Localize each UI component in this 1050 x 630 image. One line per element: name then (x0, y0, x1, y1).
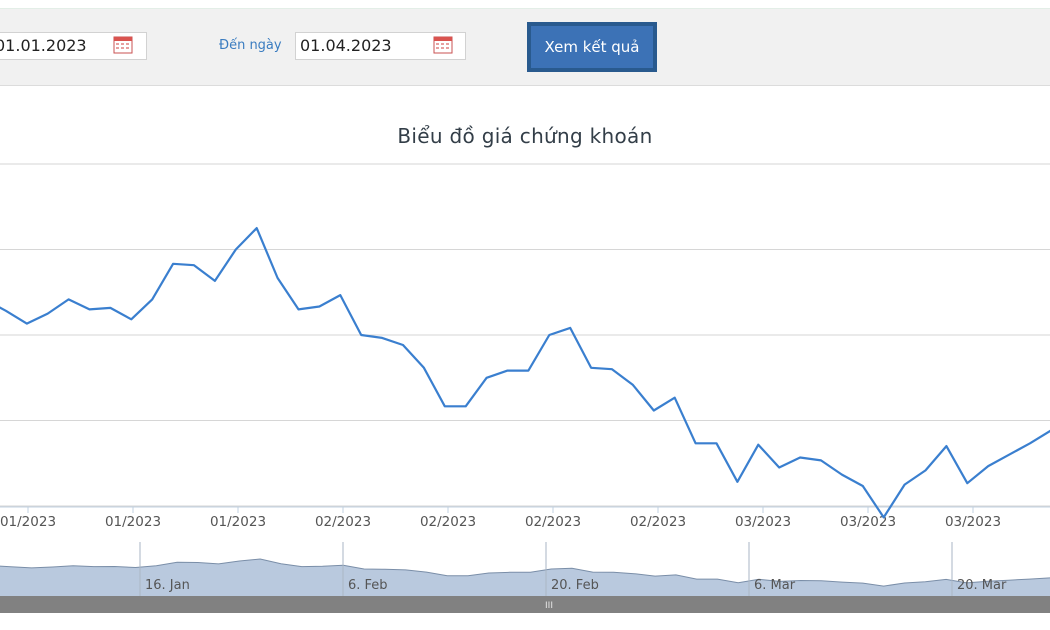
scrollbar-grip[interactable]: III (545, 601, 553, 611)
x-tick-label: 02/2023 (315, 514, 371, 530)
navigator-label: 6. Feb (348, 578, 388, 593)
to-date-value: 01.04.2023 (300, 36, 392, 55)
calendar-icon[interactable] (433, 36, 453, 54)
x-tick-label: 03/2023 (945, 514, 1001, 530)
view-results-label: Xem kết quả (531, 26, 653, 68)
navigator-label: 16. Jan (145, 578, 190, 593)
x-tick-label: 02/2023 (630, 514, 686, 530)
x-tick-label: 01/2023 (210, 514, 266, 530)
x-tick-label: 03/2023 (735, 514, 791, 530)
navigator-scrollbar[interactable] (0, 596, 1050, 613)
view-results-button[interactable]: Xem kết quả (527, 22, 657, 72)
x-tick-label: 01/2023 (0, 514, 56, 530)
x-tick-label: 02/2023 (420, 514, 476, 530)
x-tick-label: 03/2023 (840, 514, 896, 530)
filter-toolbar: 01.01.2023 Đến ngày 01.04.2023 Xem kết q… (0, 9, 1050, 86)
x-axis-tick-labels: 01/2023 01/2023 01/2023 02/2023 02/2023 02/20… (0, 514, 1050, 530)
x-tick-label: 01/2023 (105, 514, 161, 530)
to-date-label: Đến ngày (219, 38, 282, 53)
navigator-label: 6. Mar (754, 578, 796, 593)
navigator: 16. Jan 6. Feb 20. Feb 6. Mar 20. Mar (0, 542, 1050, 596)
navigator-area (0, 559, 1050, 596)
navigator-line (0, 558, 1050, 587)
navigator-label: 20. Feb (551, 578, 599, 593)
navigator-label: 20. Mar (957, 578, 1007, 593)
calendar-icon[interactable] (113, 36, 133, 54)
top-border (0, 0, 1050, 9)
x-tick-label: 02/2023 (525, 514, 581, 530)
from-date-value: 01.01.2023 (0, 36, 87, 55)
chart-title: Biểu đồ giá chứng khoán (397, 124, 653, 148)
price-line (0, 227, 1050, 519)
x-axis-ticks (27, 507, 974, 513)
